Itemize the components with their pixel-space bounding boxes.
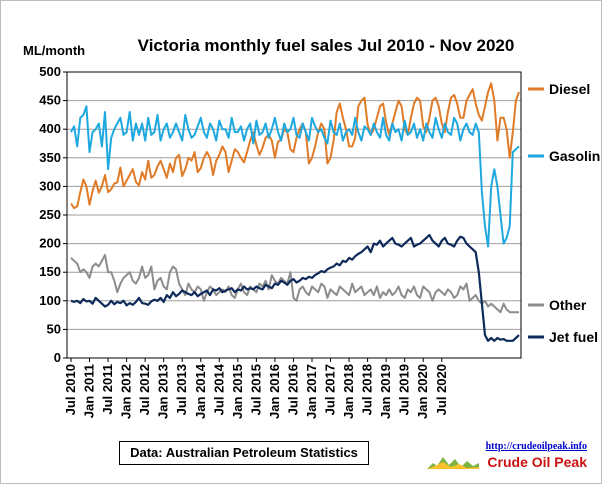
x-tick-label: Jul 2018 <box>360 364 375 415</box>
y-tick-label: 250 <box>39 207 61 222</box>
chart-title: Victoria monthly fuel sales Jul 2010 - N… <box>138 36 515 55</box>
y-tick-label: 500 <box>39 64 61 79</box>
x-tick-label: Jul 2017 <box>323 364 338 415</box>
x-tick-label: Jan 2015 <box>230 364 245 419</box>
y-tick-label: 350 <box>39 150 61 165</box>
y-tick-label: 400 <box>39 121 61 136</box>
y-tick-label: 50 <box>47 321 61 336</box>
series-line-gasoline <box>70 105 520 248</box>
x-tick-label: Jan 2019 <box>378 364 393 419</box>
y-tick-label: 0 <box>54 350 61 365</box>
legend-label: Jet fuel <box>549 329 598 345</box>
x-tick-label: Jan 2016 <box>267 364 282 419</box>
legend-label: Other <box>549 297 587 313</box>
x-tick-label: Jul 2014 <box>211 363 226 415</box>
series-line-other <box>70 254 519 314</box>
series-lines <box>70 82 520 342</box>
x-tick-label: Jul 2015 <box>248 364 263 415</box>
x-tick-label: Jan 2014 <box>193 363 208 419</box>
y-tick-label: 300 <box>39 178 61 193</box>
x-tick-label: Jul 2016 <box>285 364 300 415</box>
legend-label: Gasoline <box>549 148 601 164</box>
x-tick-label: Jan 2013 <box>156 364 171 419</box>
y-axis-ticks: 0 50 100 150 200 250 300 350 400 450 500 <box>39 64 67 365</box>
x-tick-label: Jul 2019 <box>397 364 412 415</box>
x-axis-ticks: Jul 2010 Jan 2011 Jul 2011 Jan 2012 Jul 2012… <box>63 358 449 419</box>
y-axis-label: ML/month <box>23 43 85 58</box>
x-tick-label: Jul 2012 <box>137 364 152 415</box>
logo-name: Crude Oil Peak <box>487 454 587 470</box>
legend-label: Diesel <box>549 81 590 97</box>
x-tick-label: Jan 2012 <box>119 364 134 419</box>
x-tick-label: Jan 2011 <box>82 364 97 418</box>
x-tick-label: Jan 2020 <box>415 364 430 419</box>
logo-url[interactable]: http://crudeoilpeak.info <box>485 441 587 452</box>
series-line-diesel <box>70 82 520 210</box>
crude-oil-peak-logo: http://crudeoilpeak.info Crude Oil Peak <box>427 441 595 471</box>
x-tick-label: Jan 2017 <box>304 364 319 419</box>
y-tick-label: 150 <box>39 264 61 279</box>
oil-peak-mark-icon <box>427 457 479 469</box>
x-tick-label: Jul 2011 <box>100 364 115 415</box>
source-note: Data: Australian Petroleum Statistics <box>119 441 369 465</box>
y-tick-label: 100 <box>39 293 61 308</box>
x-tick-label: Jul 2010 <box>63 364 78 415</box>
x-tick-label: Jul 2020 <box>434 364 449 415</box>
y-tick-label: 450 <box>39 93 61 108</box>
x-tick-label: Jul 2013 <box>174 364 189 415</box>
series-line-jet-fuel <box>70 233 520 342</box>
y-tick-label: 200 <box>39 236 61 251</box>
legend: Diesel Gasoline Other Jet fuel <box>528 81 601 345</box>
x-tick-label: Jan 2018 <box>341 364 356 419</box>
